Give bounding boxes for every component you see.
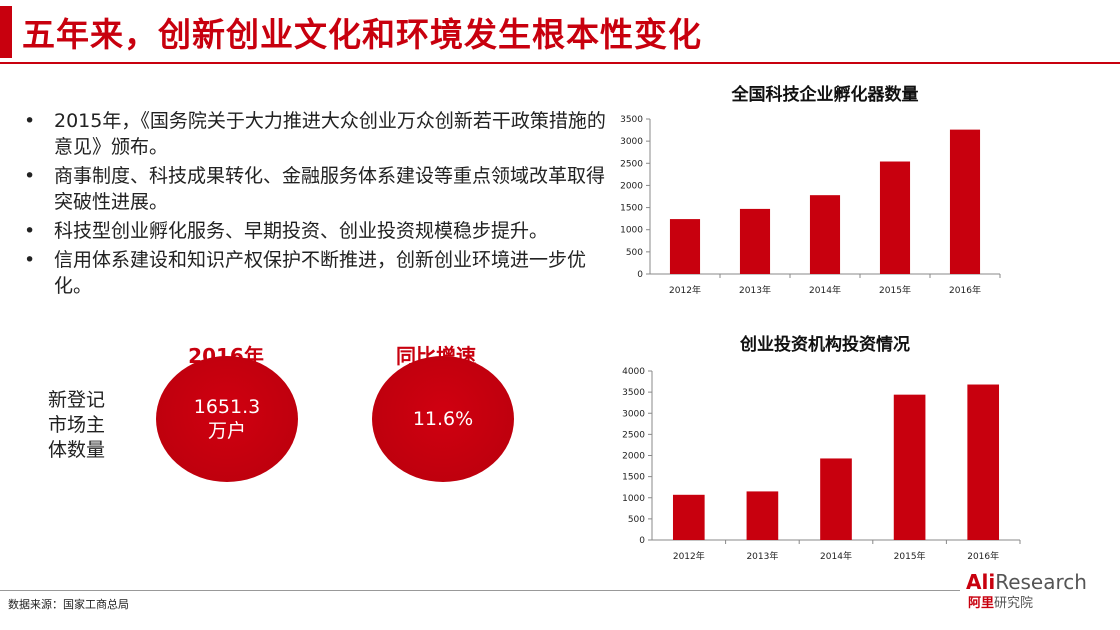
logo-text-cn-a: 阿里 [968,596,995,611]
x-tick-label: 2015年 [894,550,926,562]
bullet-item: • 商事制度、科技成果转化、金融服务体系建设等重点领域改革取得突破性进展。 [22,163,612,215]
slide-title: 五年来，创新创业文化和环境发生根本性变化 [22,15,702,54]
x-tick-label: 2016年 [967,550,999,562]
chart-title: 创业投资机构投资情况 [739,334,910,355]
x-tick-label: 2013年 [746,550,778,562]
bar [949,129,981,274]
x-tick-label: 2013年 [739,284,771,296]
bullet-text: 商事制度、科技成果转化、金融服务体系建设等重点领域改革取得突破性进展。 [54,165,606,213]
title-accent-bar [0,6,12,58]
x-tick-label: 2012年 [669,284,701,296]
bullet-dot: • [24,110,36,132]
bullet-item: • 2015年，《国务院关于大力推进大众创业万众创新若干政策措施的意见》颁布。 [22,108,612,160]
bar [820,458,852,540]
registered-value-ellipse: 1651.3万户 [156,356,298,482]
x-tick-label: 2012年 [673,550,705,562]
y-tick-label: 1500 [620,204,643,214]
logo-text-research: Research [995,570,1087,594]
y-tick-label: 0 [637,270,643,280]
bar [739,208,771,274]
bar [967,384,1000,540]
x-tick-label: 2014年 [809,284,841,296]
y-tick-label: 500 [628,515,645,525]
bar [669,219,701,274]
y-tick-label: 3000 [622,409,645,419]
logo-text-ali: Ali [966,570,996,594]
y-tick-label: 1000 [620,226,643,236]
bullet-item: • 信用体系建设和知识产权保护不断推进，创新创业环境进一步优化。 [22,247,612,299]
footer-divider [0,590,960,591]
title-underline [0,62,1120,64]
bar [809,195,841,274]
bullet-dot: • [24,165,36,187]
logo-text-cn-b: 研究院 [994,596,1034,611]
bar [893,394,926,540]
growth-value-ellipse: 11.6% [372,356,514,482]
title-bar: 五年来，创新创业文化和环境发生根本性变化 [0,0,1120,66]
data-source: 数据来源：国家工商总局 [8,598,129,611]
bullet-text: 2015年，《国务院关于大力推进大众创业万众创新若干政策措施的意见》颁布。 [54,110,606,158]
y-tick-label: 3500 [620,115,643,125]
x-tick-label: 2014年 [820,550,852,562]
y-tick-label: 2000 [622,452,645,462]
y-tick-label: 3500 [622,388,645,398]
vc-investment-chart: 创业投资机构投资情况 0 500 1000 1500 2000 2500 3000 3500 40… [622,334,1021,562]
y-tick-label: 3000 [620,137,643,147]
y-tick-label: 2500 [622,430,645,440]
growth-value: 11.6% [412,408,474,430]
bullet-text: 信用体系建设和知识产权保护不断推进，创新创业环境进一步优化。 [54,249,587,297]
bullet-dot: • [24,220,36,242]
y-tick-label: 500 [626,248,643,258]
bullet-dot: • [24,249,36,271]
y-tick-label: 2000 [620,181,643,191]
y-tick-label: 1000 [622,494,645,504]
x-tick-label: 2016年 [949,284,981,296]
x-tick-label: 2015年 [879,284,911,296]
chart-title: 全国科技企业孵化器数量 [731,84,919,105]
bullet-list: • 2015年，《国务院关于大力推进大众创业万众创新若干政策措施的意见》颁布。 •… [22,108,612,302]
aliresearch-logo: AliResearch 阿里研究院 [962,570,1102,611]
incubator-chart: 全国科技企业孵化器数量 0 500 1000 1500 2000 2500 3000 3500 2… [620,84,1001,296]
registered-entities-label: 新登记市场主体数量 [48,389,106,461]
y-tick-label: 4000 [622,367,645,377]
bar [879,161,911,274]
y-tick-label: 2500 [620,159,643,169]
registered-value: 1651.3万户 [193,396,261,442]
bullet-text: 科技型创业孵化服务、早期投资、创业投资规模稳步提升。 [54,220,549,242]
bar [672,494,705,540]
bar [746,491,779,540]
bullet-item: • 科技型创业孵化服务、早期投资、创业投资规模稳步提升。 [22,218,612,244]
y-tick-label: 1500 [622,473,645,483]
y-tick-label: 0 [639,536,645,546]
